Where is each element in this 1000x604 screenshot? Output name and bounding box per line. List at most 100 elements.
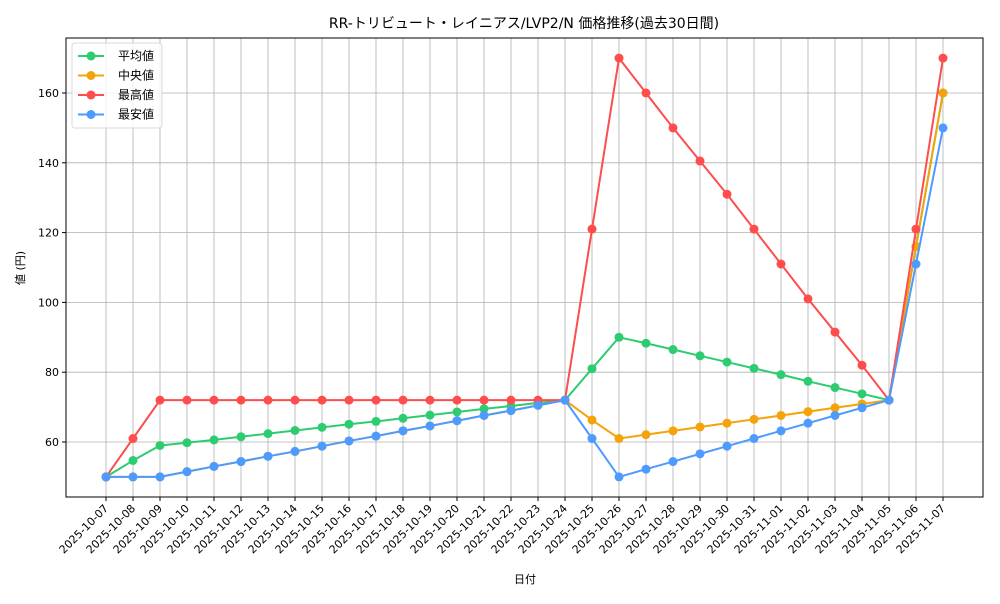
legend-label: 平均値 — [118, 48, 154, 63]
data-point — [128, 472, 138, 482]
data-point — [614, 472, 624, 482]
data-point — [884, 395, 894, 405]
data-point — [155, 395, 165, 405]
data-point — [803, 294, 813, 304]
data-point — [776, 410, 786, 420]
series-line — [101, 88, 948, 482]
data-point — [587, 434, 597, 444]
legend-marker-icon — [86, 110, 96, 119]
data-point — [938, 53, 948, 63]
data-point — [398, 426, 408, 436]
data-point — [749, 224, 759, 234]
data-point — [317, 422, 327, 432]
data-point — [290, 395, 300, 405]
data-point — [776, 259, 786, 269]
data-point — [344, 395, 354, 405]
data-point — [749, 414, 759, 424]
data-point — [290, 425, 300, 435]
data-point — [668, 123, 678, 133]
legend-marker-icon — [86, 51, 96, 61]
data-point — [776, 426, 786, 436]
y-axis-label: 値 (円) — [14, 251, 27, 285]
data-point — [587, 364, 597, 374]
data-point — [830, 383, 840, 393]
data-point — [857, 360, 867, 370]
data-point — [236, 395, 246, 405]
data-point — [209, 461, 219, 471]
data-point — [479, 404, 489, 414]
data-point — [857, 389, 867, 399]
data-point — [587, 224, 597, 234]
data-point — [641, 88, 651, 98]
legend-marker-icon — [86, 90, 96, 100]
data-point — [452, 395, 462, 405]
legend-label: 最高値 — [118, 87, 154, 102]
grid-lines — [66, 38, 983, 497]
data-point — [911, 259, 921, 269]
data-point — [290, 446, 300, 456]
data-point — [668, 345, 678, 355]
data-point — [182, 395, 192, 405]
data-point — [641, 464, 651, 474]
data-point — [236, 457, 246, 467]
data-point — [263, 451, 273, 461]
data-point — [722, 357, 732, 367]
x-axis: 2025-10-072025-10-082025-10-092025-10-10… — [57, 497, 948, 556]
data-point — [695, 351, 705, 361]
y-tick-label: 120 — [38, 227, 59, 240]
data-point — [830, 410, 840, 420]
data-point — [695, 156, 705, 166]
data-point — [155, 472, 165, 482]
y-axis: 60 80 100 120 140 160 — [38, 87, 66, 449]
y-tick-label: 140 — [38, 157, 59, 170]
data-point — [398, 395, 408, 405]
data-point — [479, 410, 489, 420]
y-tick-label: 160 — [38, 87, 59, 100]
data-point — [452, 407, 462, 417]
data-point — [101, 472, 111, 482]
data-point — [614, 332, 624, 342]
y-tick-label: 80 — [45, 366, 59, 379]
data-point — [803, 376, 813, 386]
data-point — [425, 410, 435, 420]
data-point — [371, 416, 381, 426]
data-point — [749, 434, 759, 444]
legend-marker-icon — [86, 71, 96, 80]
data-point — [344, 436, 354, 446]
data-point — [803, 418, 813, 428]
y-tick-label: 100 — [38, 296, 59, 309]
data-point — [560, 395, 570, 405]
data-point — [236, 432, 246, 442]
data-point — [263, 395, 273, 405]
data-point — [425, 421, 435, 431]
chart-title: RR-トリビュート・レイニアス/LVP2/N 価格推移(過去30日間) — [329, 16, 719, 32]
data-point — [263, 429, 273, 439]
series-layer — [101, 53, 948, 482]
data-point — [776, 370, 786, 380]
data-point — [506, 395, 516, 405]
data-point — [614, 53, 624, 63]
data-point — [398, 413, 408, 423]
legend-label: 中央値 — [118, 68, 154, 83]
data-point — [128, 434, 138, 444]
data-point — [938, 123, 948, 133]
data-point — [938, 88, 948, 98]
x-axis-label: 日付 — [514, 573, 536, 586]
data-point — [182, 438, 192, 448]
data-point — [695, 449, 705, 459]
data-point — [155, 440, 165, 450]
data-point — [317, 441, 327, 451]
data-point — [803, 407, 813, 417]
data-point — [722, 441, 732, 451]
data-point — [911, 224, 921, 234]
data-point — [479, 395, 489, 405]
data-point — [128, 455, 138, 465]
data-point — [533, 400, 543, 410]
data-point — [668, 457, 678, 467]
data-point — [182, 467, 192, 477]
data-point — [371, 395, 381, 405]
data-point — [425, 395, 435, 405]
y-tick-label: 60 — [45, 436, 59, 449]
